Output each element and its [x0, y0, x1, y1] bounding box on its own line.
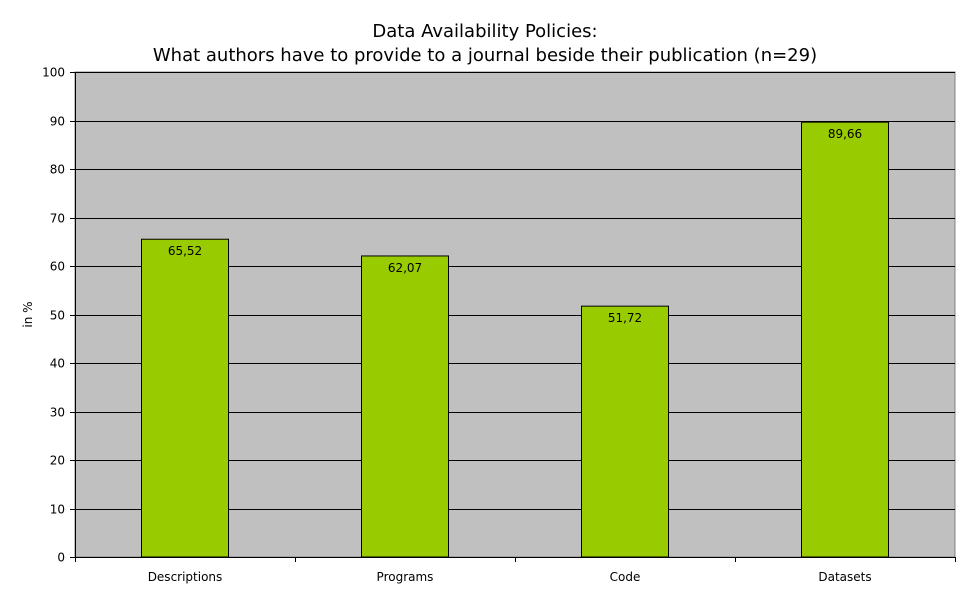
data-label: 65,52 — [168, 244, 202, 258]
bar-datasets — [801, 121, 889, 558]
bar-programs — [361, 255, 449, 558]
y-tick-label: 70 — [50, 212, 65, 226]
x-tick-label: Programs — [377, 570, 434, 584]
bar-descriptions — [141, 238, 229, 558]
y-tick-label: 60 — [50, 260, 65, 274]
y-axis-title: in % — [21, 301, 35, 327]
data-label: 51,72 — [608, 311, 642, 325]
x-tick-label: Datasets — [818, 570, 871, 584]
y-tick-label: 50 — [50, 309, 65, 323]
chart-title: Data Availability Policies: — [372, 21, 598, 42]
bar-code — [581, 305, 669, 558]
y-tick-label: 90 — [50, 115, 65, 129]
x-tick-label: Descriptions — [148, 570, 223, 584]
data-label: 62,07 — [388, 261, 422, 275]
data-label: 89,66 — [828, 127, 862, 141]
y-tick-label: 0 — [57, 551, 65, 565]
y-tick-label: 20 — [50, 454, 65, 468]
y-tick-label: 80 — [50, 163, 65, 177]
y-tick-label: 100 — [42, 66, 65, 80]
x-tick-label: Code — [610, 570, 641, 584]
y-tick-label: 30 — [50, 406, 65, 420]
chart-subtitle: What authors have to provide to a journa… — [152, 45, 818, 66]
y-tick-label: 10 — [50, 503, 65, 517]
y-tick-label: 40 — [50, 357, 65, 371]
chart-title-block: Data Availability Policies: What authors… — [0, 20, 970, 68]
